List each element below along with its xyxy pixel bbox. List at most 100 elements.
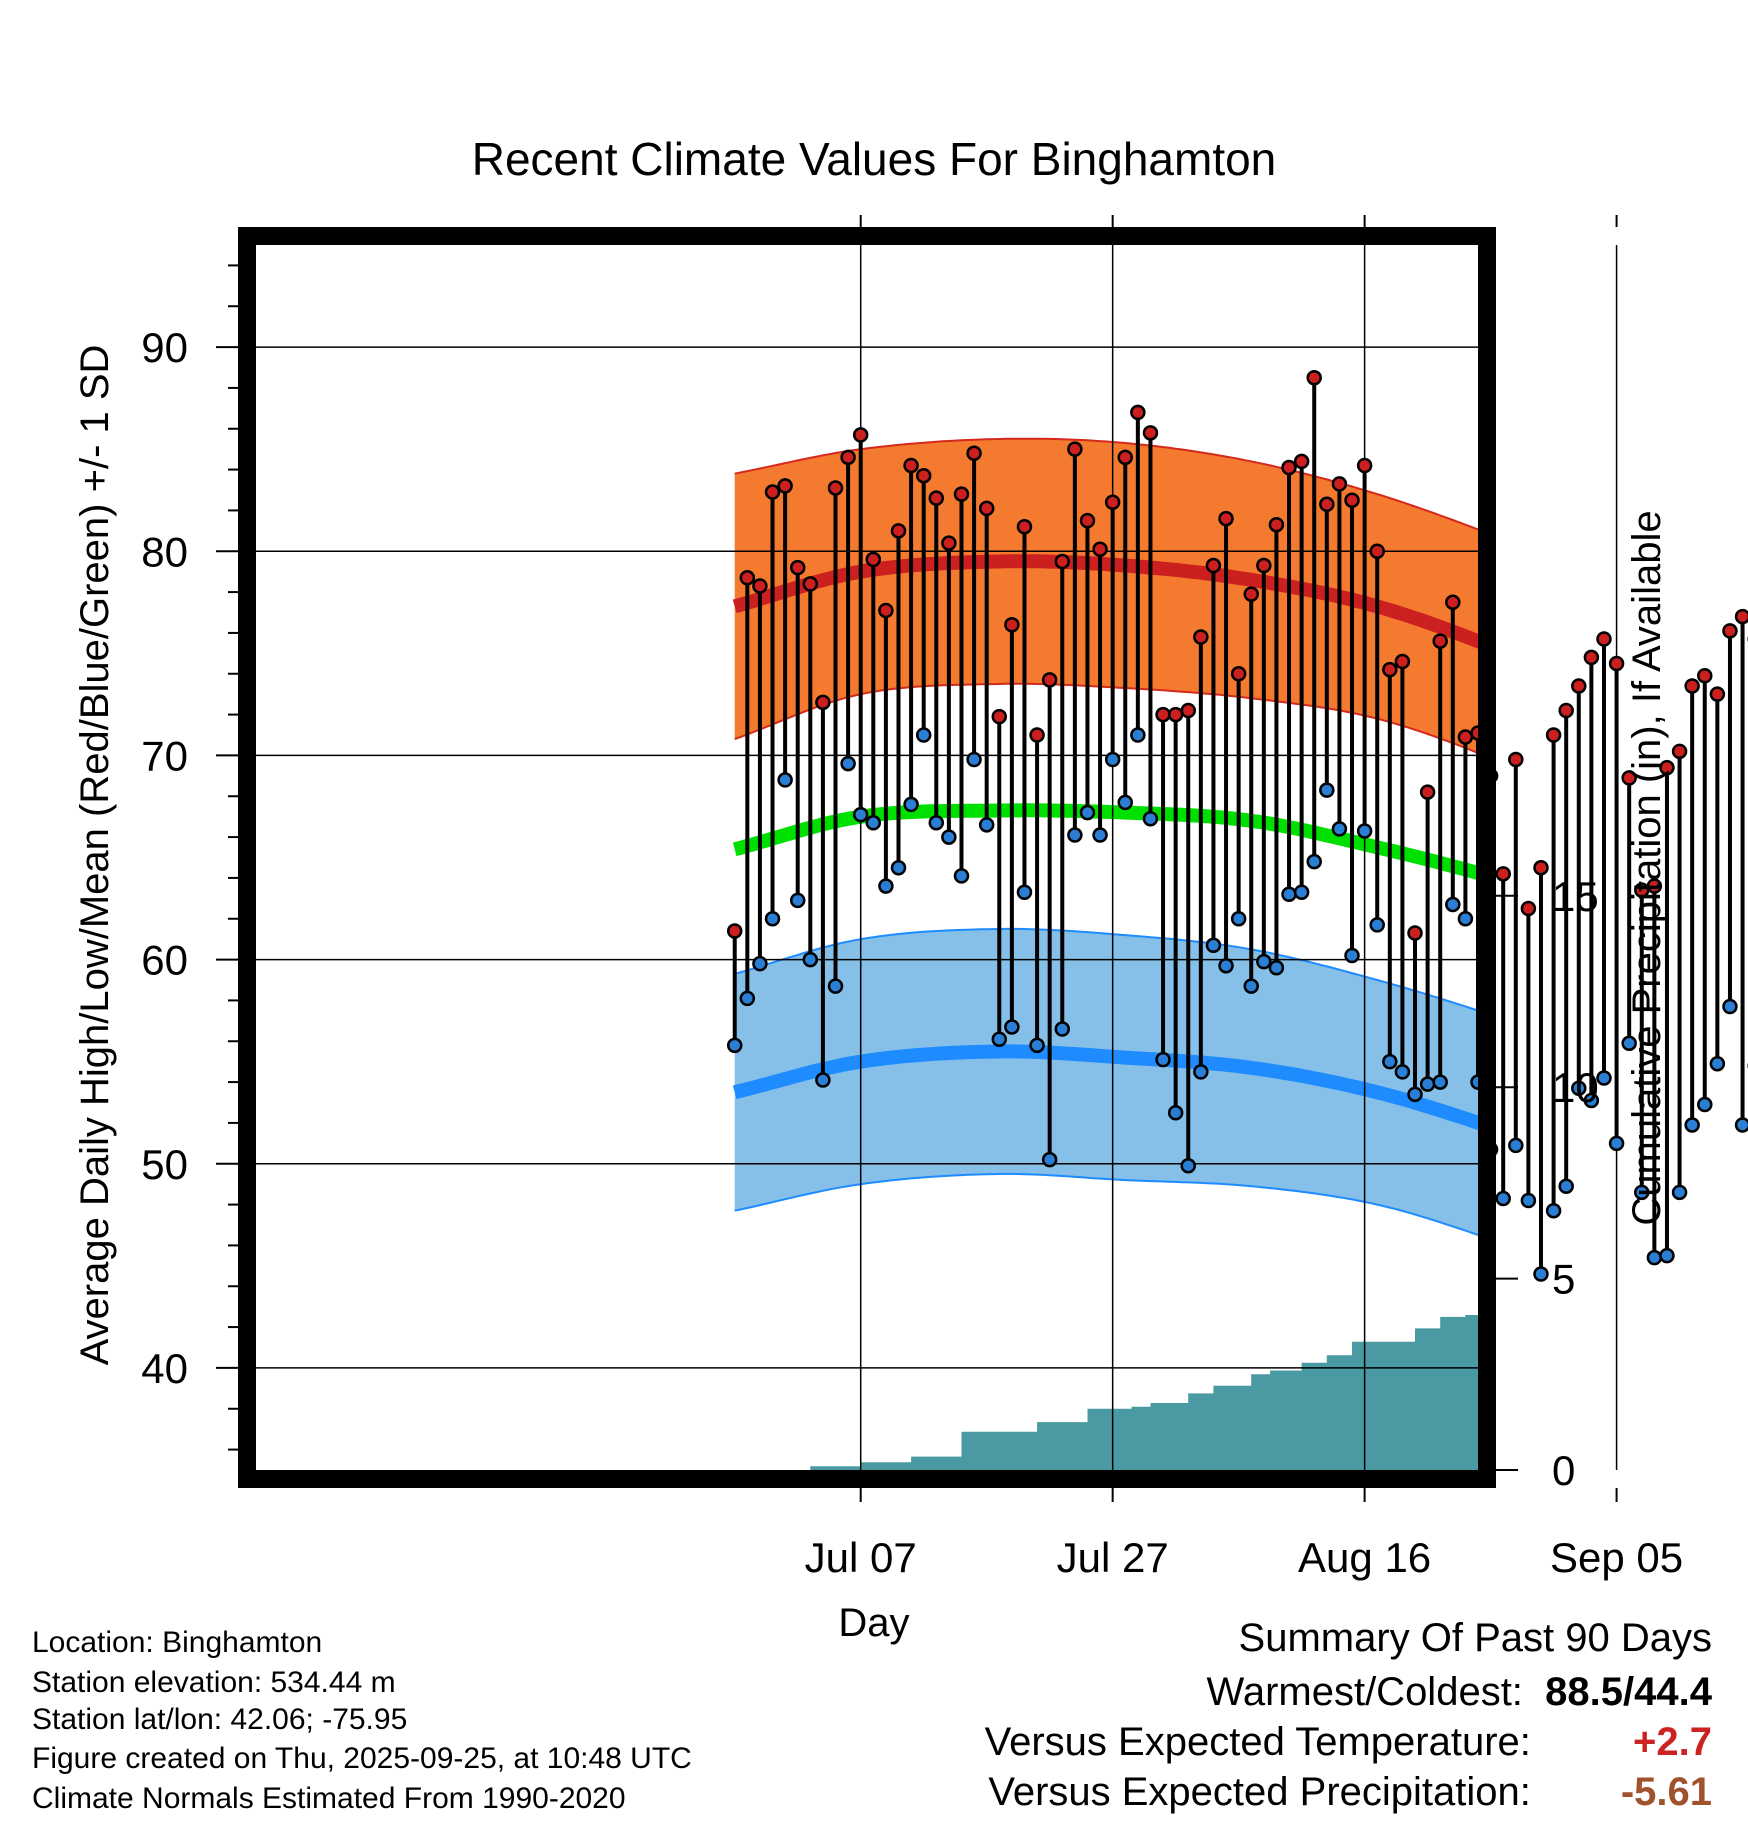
daily-low-point	[1230, 911, 1247, 927]
daily-high-point	[1659, 759, 1675, 776]
daily-low-point	[953, 868, 970, 884]
y2-axis-label: Cumulative Precipitation (in), If Availa…	[1625, 510, 1669, 1225]
daily-low-point	[1583, 1092, 1600, 1109]
daily-low-point	[1256, 953, 1272, 970]
high-sd-lower-edge	[734, 682, 1478, 755]
plot-frame	[238, 227, 1496, 1488]
daily-low-point	[1621, 1035, 1637, 1052]
daily-low-point	[1281, 886, 1297, 902]
daily-low-point	[1218, 957, 1234, 974]
daily-low-point	[1634, 1184, 1650, 1201]
low-sd-lower-edge	[734, 1172, 1478, 1236]
daily-high-point	[1029, 727, 1045, 743]
daily-low-point	[1419, 1076, 1436, 1092]
high-sd-upper-edge	[734, 437, 1478, 531]
y-tick-label: 70	[141, 732, 188, 779]
daily-high-point	[1041, 672, 1058, 688]
daily-high-point	[1142, 425, 1159, 441]
daily-high-point	[1419, 784, 1436, 800]
summary-heading: Summary Of Past 90 Days	[1238, 1616, 1712, 1660]
daily-low-point	[1117, 794, 1134, 811]
daily-high-point	[1382, 661, 1398, 678]
daily-high-point	[726, 923, 743, 939]
daily-low-point	[1533, 1266, 1549, 1282]
daily-low-point	[1571, 1080, 1587, 1096]
daily-low-point	[777, 772, 793, 788]
daily-low-point	[1709, 1055, 1726, 1072]
y-tick-label: 60	[141, 937, 188, 984]
daily-low-point	[1344, 947, 1360, 964]
daily-high-point	[1621, 770, 1637, 786]
daily-low-point	[1432, 1074, 1448, 1090]
daily-low-point	[1067, 827, 1083, 843]
daily-low-point	[752, 955, 768, 972]
daily-low-point	[941, 829, 957, 845]
axes: 40 50 60 70 80 90 0 5 10 15 Jul 07 Jul 27 Aug 16 Sep …	[141, 215, 1683, 1581]
meta-normals: Climate Normals Estimated From 1990-2020	[32, 1782, 626, 1815]
daily-low-point	[1659, 1247, 1675, 1264]
daily-low-point	[1293, 884, 1310, 900]
daily-low-point	[1268, 960, 1285, 976]
daily-low-point	[1646, 1249, 1663, 1266]
daily-high-point	[941, 535, 957, 551]
daily-low-point	[1495, 1190, 1511, 1207]
daily-low-point	[890, 859, 907, 876]
daily-low-point	[1155, 1051, 1171, 1068]
daily-high-point	[1407, 925, 1423, 941]
daily-high-point	[1319, 496, 1335, 513]
daily-high-point	[815, 694, 831, 711]
daily-low-point	[1306, 853, 1322, 870]
daily-low-point	[1092, 827, 1108, 843]
daily-high-point	[865, 551, 882, 568]
meta-elevation: Station elevation: 534.44 m	[32, 1666, 396, 1699]
daily-low-point	[1394, 1064, 1411, 1080]
daily-low-point	[1054, 1021, 1071, 1037]
summary-temp-value: +2.7	[1633, 1720, 1712, 1764]
daily-low-point	[1104, 751, 1121, 768]
daily-high-point	[1520, 900, 1537, 917]
daily-low-point	[764, 911, 781, 927]
summary-precip-value: -5.61	[1620, 1770, 1712, 1814]
daily-low-point	[1142, 810, 1159, 827]
daily-high-point	[1571, 678, 1587, 694]
daily-high-point	[1684, 678, 1700, 694]
daily-low-point	[827, 978, 844, 994]
daily-high-point	[1218, 510, 1234, 527]
daily-high-point	[1722, 623, 1738, 639]
low-sd-upper-edge	[734, 927, 1478, 1012]
precip-area	[734, 1315, 1478, 1470]
daily-high-point	[752, 578, 768, 594]
daily-high-point	[1243, 586, 1259, 602]
summary-temp-row: Versus Expected Temperature: +2.7	[985, 1720, 1712, 1765]
daily-high-point	[1193, 629, 1209, 645]
y2-tick-label: 0	[1552, 1447, 1575, 1494]
daily-high-point	[953, 486, 970, 502]
daily-high-point	[1256, 557, 1272, 574]
daily-low-point	[1697, 1096, 1713, 1113]
daily-high-point	[1608, 655, 1625, 672]
summary-warmest-row: Warmest/Coldest: 88.5/44.4	[1206, 1670, 1712, 1714]
daily-low-point	[1205, 937, 1222, 954]
plot-area: 88Days	[256, 245, 1748, 1470]
daily-high-point	[1180, 702, 1196, 719]
daily-high-point	[1583, 649, 1600, 666]
daily-high-point	[1117, 449, 1134, 466]
daily-high-point	[1432, 633, 1448, 649]
summary-precip-label: Versus Expected Precipitation:	[988, 1770, 1531, 1814]
y2-tick-label: 5	[1552, 1256, 1575, 1303]
daily-low-point	[1243, 978, 1259, 994]
daily-low-point	[802, 951, 819, 968]
daily-high-point	[1230, 666, 1247, 682]
daily-low-point	[1558, 1178, 1574, 1194]
daily-high-point	[852, 427, 869, 443]
daily-high-point	[1104, 494, 1121, 510]
daily-low-point	[1382, 1053, 1398, 1070]
summary-coldest-value: 44.4	[1634, 1670, 1712, 1714]
daily-low-point	[878, 878, 894, 894]
daily-high-point	[1054, 553, 1071, 570]
daily-low-point	[1319, 782, 1335, 798]
daily-low-point	[1004, 1019, 1020, 1035]
normal-low-line	[732, 1044, 1478, 1131]
daily-low-point	[840, 755, 856, 772]
daily-high-point	[1457, 729, 1474, 745]
